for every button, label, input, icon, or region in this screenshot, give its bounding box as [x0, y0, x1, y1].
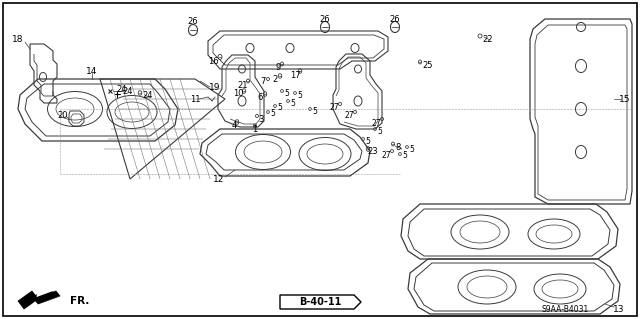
Text: FR.: FR.	[70, 296, 90, 306]
Text: 23: 23	[368, 147, 378, 157]
Text: 27: 27	[371, 118, 381, 128]
Text: 27: 27	[329, 103, 339, 113]
Text: 10: 10	[233, 90, 243, 99]
Text: 5: 5	[298, 91, 303, 100]
Text: 5: 5	[365, 137, 371, 145]
Text: 19: 19	[209, 83, 221, 92]
Text: 22: 22	[483, 34, 493, 43]
Text: 3: 3	[259, 115, 264, 123]
Text: 20: 20	[58, 112, 68, 121]
Text: 27: 27	[381, 151, 391, 160]
Text: S9AA-B4031: S9AA-B4031	[541, 305, 589, 314]
Text: 17: 17	[290, 70, 300, 79]
Text: 14: 14	[86, 66, 98, 76]
Text: 8: 8	[396, 143, 401, 152]
Polygon shape	[18, 291, 38, 309]
Text: 16: 16	[208, 56, 218, 65]
Text: 2: 2	[273, 76, 278, 85]
Text: 21: 21	[237, 80, 248, 90]
Text: 12: 12	[213, 174, 225, 183]
Text: 9: 9	[275, 63, 280, 71]
Text: 5: 5	[410, 145, 415, 153]
Text: 5: 5	[278, 103, 282, 113]
Text: 26: 26	[390, 14, 400, 24]
Text: 7: 7	[260, 78, 266, 86]
Text: 26: 26	[320, 14, 330, 24]
Text: 1: 1	[252, 124, 258, 133]
Text: B-40-11: B-40-11	[299, 297, 341, 307]
Text: 5: 5	[403, 152, 408, 160]
Text: 4: 4	[232, 122, 237, 130]
Text: 25: 25	[423, 61, 433, 70]
Polygon shape	[34, 291, 60, 304]
Text: 5: 5	[312, 107, 317, 115]
Text: 11: 11	[189, 94, 200, 103]
Text: 18: 18	[12, 34, 24, 43]
Text: 6: 6	[257, 93, 262, 102]
Text: 26: 26	[188, 18, 198, 26]
Text: 5: 5	[285, 88, 289, 98]
Text: 13: 13	[613, 305, 625, 314]
Text: 15: 15	[620, 94, 631, 103]
Text: 27: 27	[344, 112, 354, 121]
Text: 5: 5	[378, 127, 383, 136]
Text: 24: 24	[116, 85, 127, 93]
Text: 24: 24	[143, 92, 153, 100]
Text: 5: 5	[271, 109, 275, 118]
Text: 24: 24	[123, 86, 133, 95]
Text: 5: 5	[291, 99, 296, 108]
